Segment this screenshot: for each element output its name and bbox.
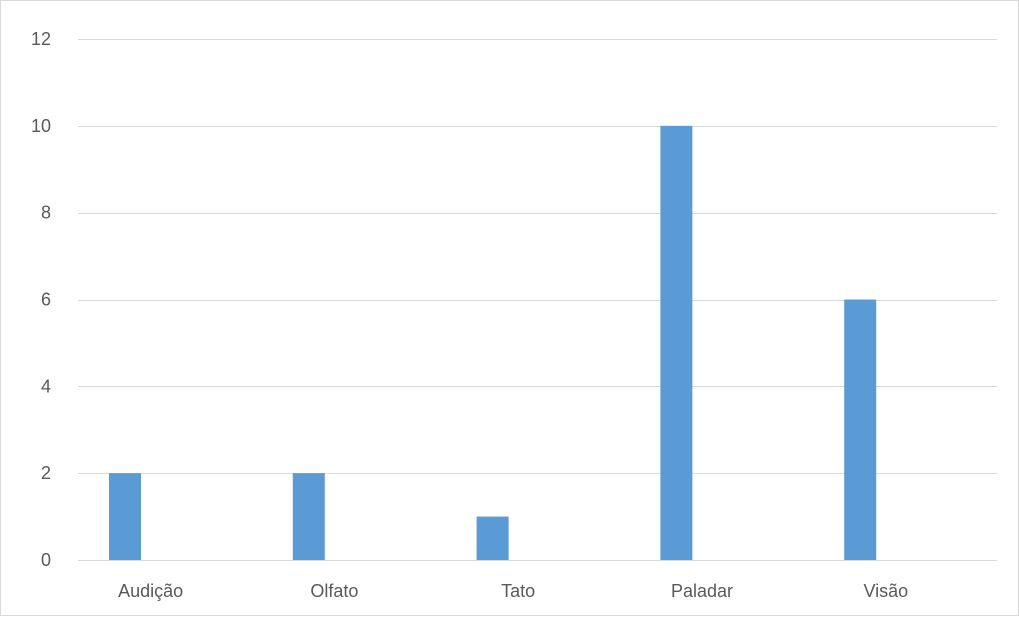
bar-tato bbox=[476, 516, 509, 560]
gridlines bbox=[78, 39, 997, 561]
bars bbox=[109, 125, 877, 560]
x-tick-label: Paladar bbox=[671, 581, 733, 601]
x-tick-label: Audição bbox=[118, 581, 183, 601]
x-axis-tick-labels: Audição Olfato Tato Paladar Visão bbox=[118, 581, 908, 601]
y-axis-tick-labels: 0 2 4 6 8 10 12 bbox=[31, 29, 51, 570]
x-tick-label: Visão bbox=[863, 581, 908, 601]
y-tick-label: 10 bbox=[31, 116, 51, 136]
y-tick-label: 12 bbox=[31, 29, 51, 49]
x-tick-label: Olfato bbox=[310, 581, 358, 601]
bar-audição bbox=[109, 473, 141, 560]
y-tick-label: 2 bbox=[41, 463, 51, 483]
bar-olfato bbox=[292, 473, 325, 560]
y-tick-label: 6 bbox=[41, 290, 51, 310]
x-tick-label: Tato bbox=[501, 581, 535, 601]
bar-paladar bbox=[660, 125, 693, 560]
y-tick-label: 0 bbox=[41, 550, 51, 570]
bar-visão bbox=[844, 299, 877, 560]
y-tick-label: 4 bbox=[41, 376, 51, 396]
y-tick-label: 8 bbox=[41, 203, 51, 223]
